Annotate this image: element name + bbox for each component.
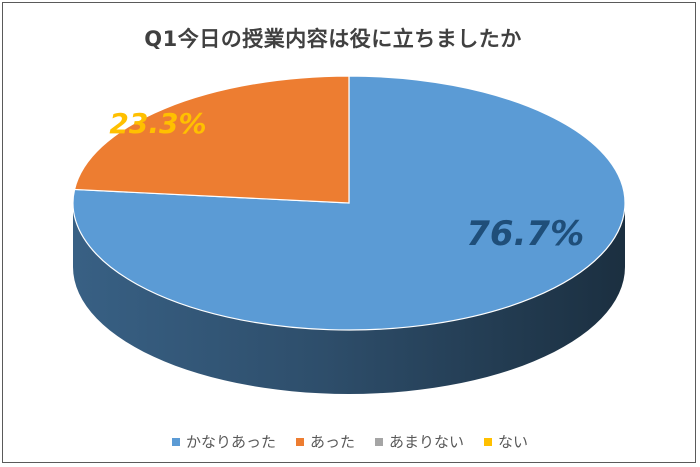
pie-slice-あった [73, 75, 350, 204]
legend-item-あまりない: あまりない [375, 431, 464, 452]
legend-item-ない: ない [484, 431, 528, 452]
data-label-あった: 23.3% [109, 107, 206, 140]
legend-swatch-icon [484, 437, 493, 446]
pie-side-かなりあった [73, 203, 625, 394]
chart-title: Q1今日の授業内容は役に立ちましたか [144, 27, 522, 51]
legend-label: あまりない [389, 433, 465, 451]
legend-swatch-icon [171, 437, 180, 446]
legend-item-あった: あった [295, 431, 355, 452]
legend-label: あった [309, 433, 355, 451]
legend-swatch-icon [375, 437, 383, 446]
chart-frame: Q1今日の授業内容は役に立ちましたか 76.7% 23.3% かなりあった あった あ… [2, 2, 696, 463]
pie-chart: 76.7% 23.3% [72, 75, 626, 394]
pie-slice-かなりあった [72, 75, 626, 331]
legend-label: ない [498, 433, 529, 451]
data-label-かなりあった: 76.7% [466, 214, 584, 254]
chart-legend: かなりあった あった あまりない ない [3, 431, 697, 452]
legend-item-かなりあった: かなりあった [171, 431, 276, 452]
legend-label: かなりあった [185, 433, 276, 451]
legend-swatch-icon [295, 437, 304, 446]
